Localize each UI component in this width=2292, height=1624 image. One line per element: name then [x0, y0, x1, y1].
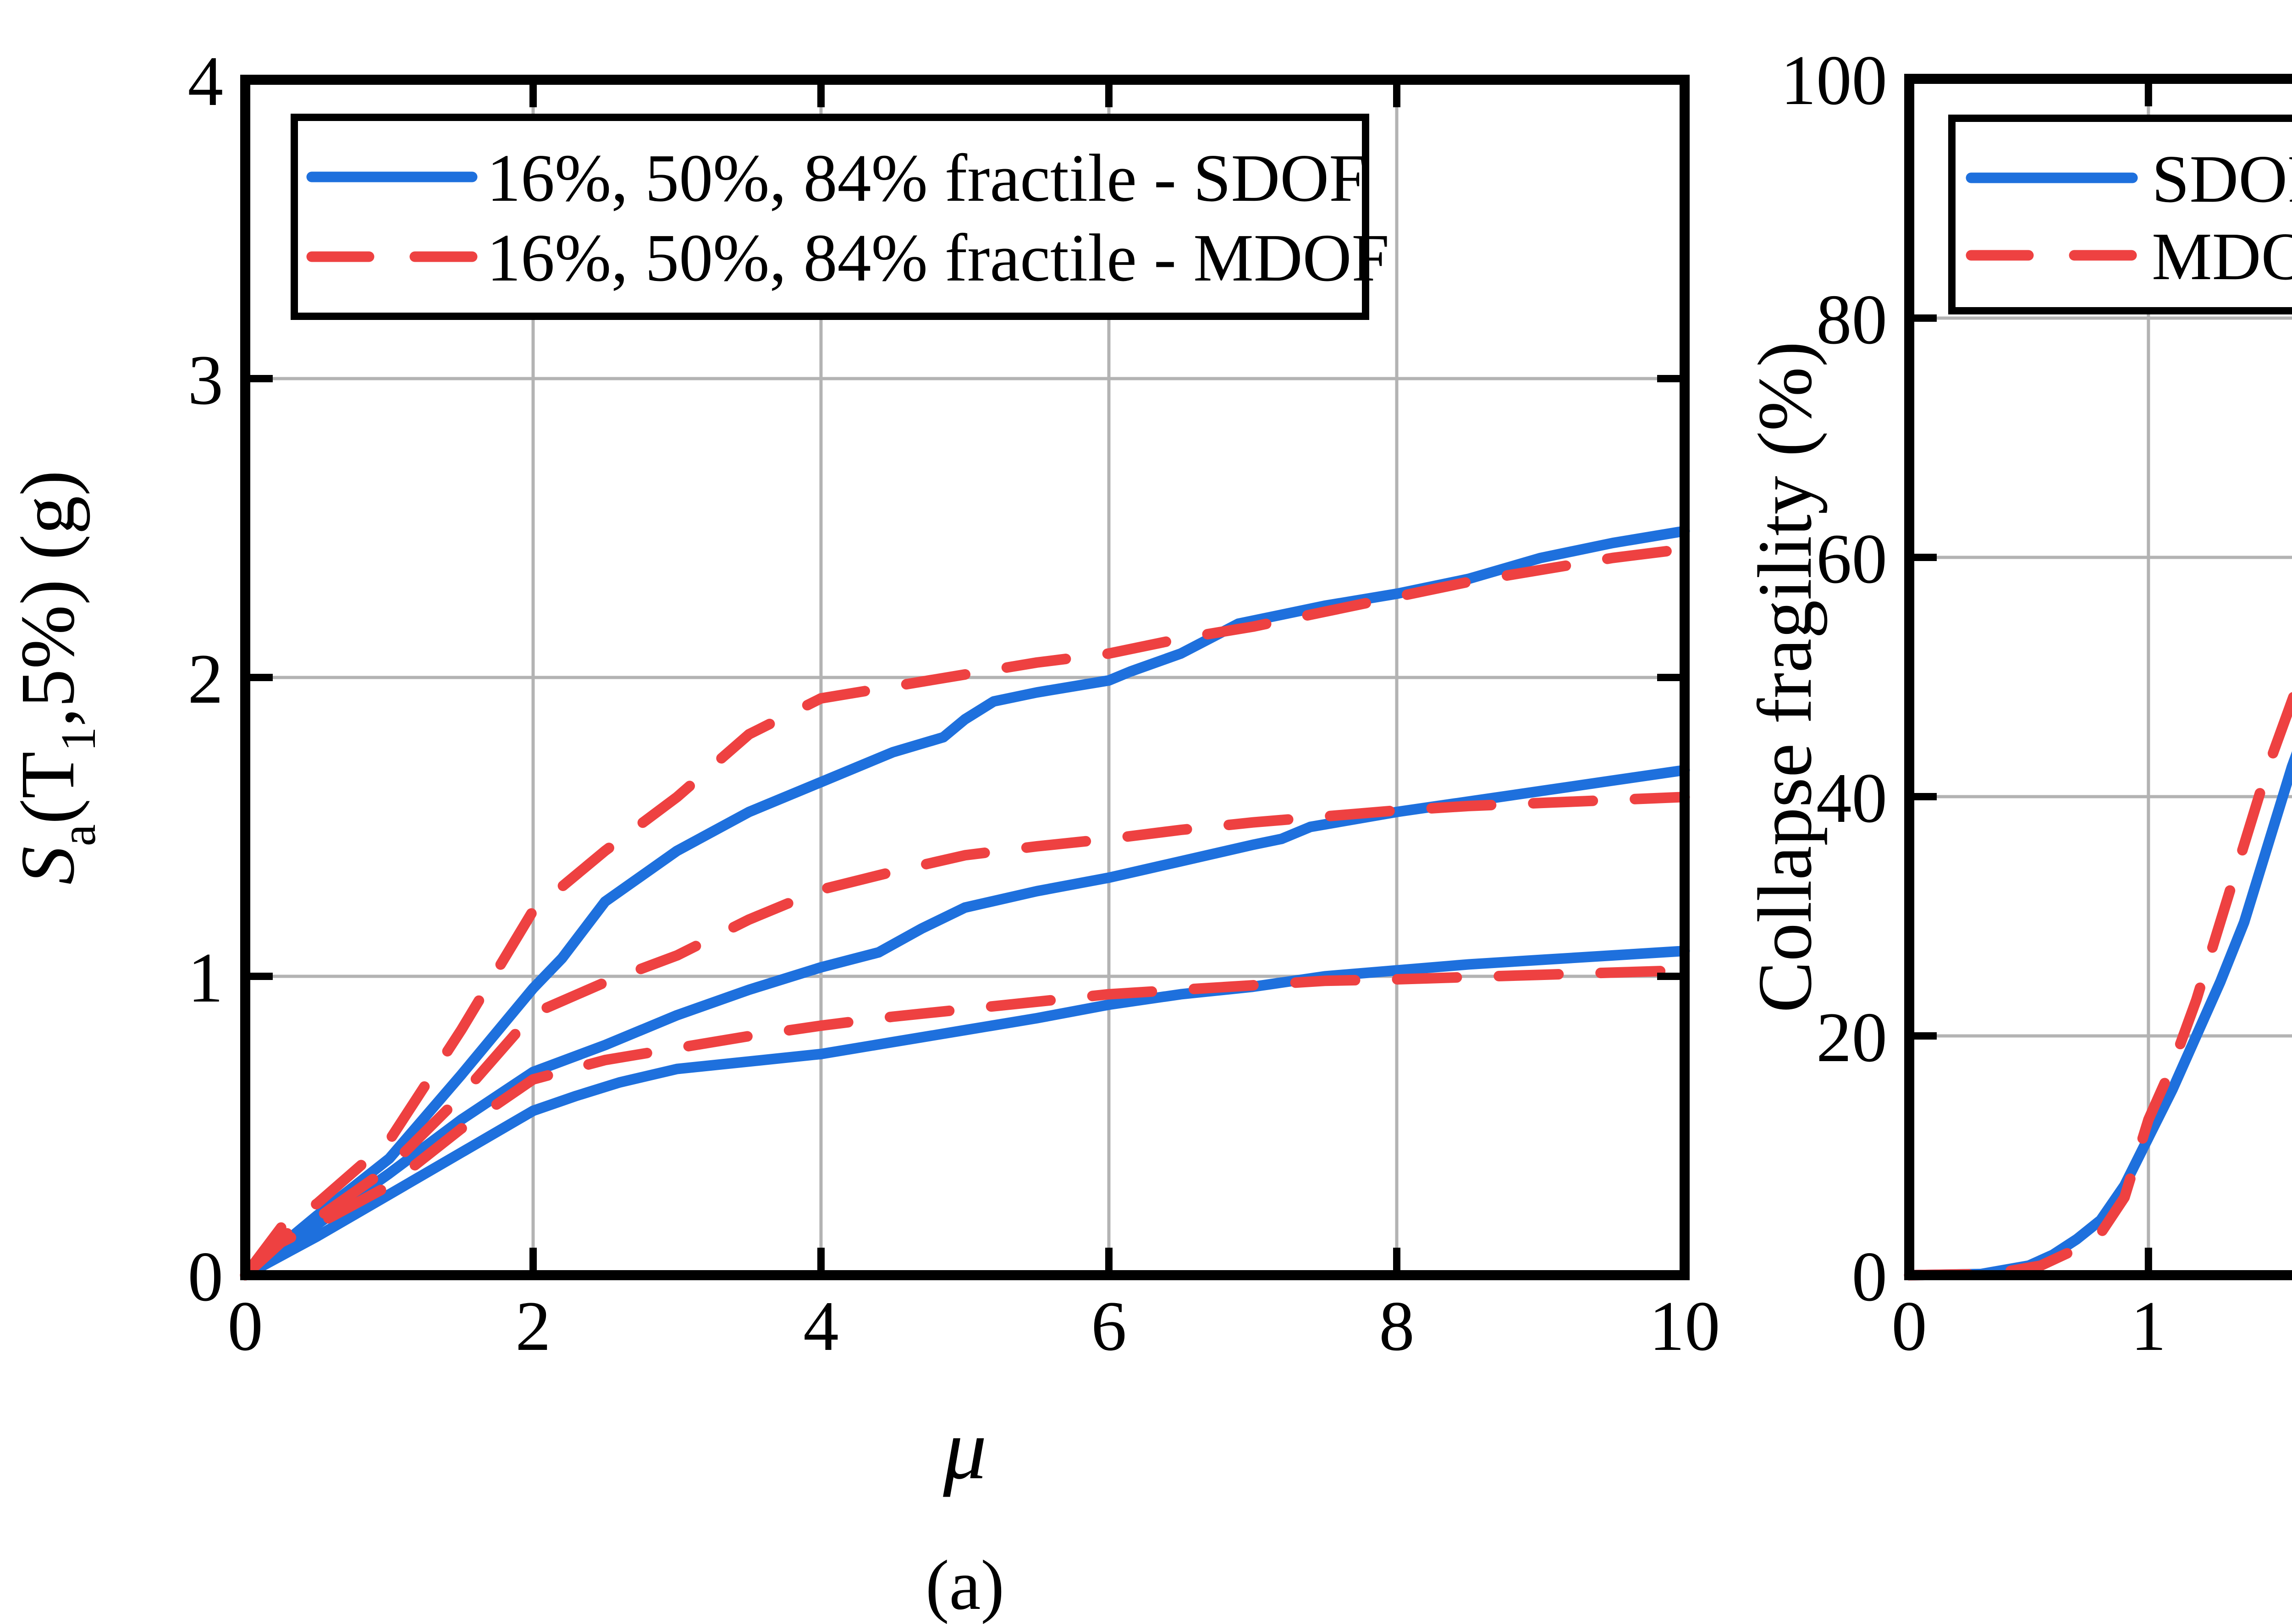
axis-ticks	[242, 76, 1688, 1279]
tick-labels: 0123456020406080100	[1781, 41, 2166, 1365]
legend-label: MDOF	[2152, 219, 2292, 294]
y-tick-label: 20	[1816, 998, 1887, 1077]
series-16-fractile-sdof	[240, 946, 1690, 1281]
series-16-fractile-mdof	[240, 965, 1690, 1281]
x-axis-label-mu: μ	[942, 1401, 986, 1497]
collapse-fragility-chart: 0123456020406080100SDOFMDOF	[1781, 41, 2292, 1365]
tick-labels: 0 2 4 6 8 10 0 1 2 3 4	[188, 42, 1720, 1365]
series-50-fractile-sdof	[240, 765, 1690, 1281]
series-mdof	[1904, 685, 2292, 1281]
y-tick-label: 0	[188, 1237, 224, 1316]
y-axis-label-fragility: Collapse fragility (%)	[1742, 341, 1828, 1013]
x-tick-label: 0	[1891, 1287, 1927, 1365]
legend: SDOFMDOF	[1948, 115, 2292, 314]
x-tick-label: 0	[227, 1287, 263, 1365]
legend-label: SDOF	[2152, 142, 2292, 217]
series-sdof	[1904, 751, 2292, 1281]
legend-box	[1948, 115, 2292, 314]
y-tick-label: 4	[188, 42, 224, 121]
x-tick-label: 4	[803, 1287, 839, 1365]
ida-fractile-chart: 0 2 4 6 8 10 0 1 2 3 4 16%, 50%, 84% fractile - SDO…	[188, 42, 1720, 1365]
legend-box	[291, 114, 1369, 320]
series-50-fractile-mdof	[240, 792, 1690, 1281]
y-tick-label: 2	[188, 639, 224, 718]
y-tick-label: 3	[188, 341, 224, 419]
axis-ticks	[1906, 75, 2152, 1279]
series-84-fractile-mdof	[240, 544, 1690, 1281]
curves	[240, 526, 1690, 1281]
y-tick-label: 0	[1852, 1237, 1888, 1316]
legend-label: 16%, 50%, 84% fractile - MDOF	[487, 220, 1389, 296]
y-tick-label: 100	[1781, 41, 1888, 120]
x-tick-label: 10	[1649, 1287, 1720, 1365]
legend-label: 16%, 50%, 84% fractile - SDOF	[487, 141, 1367, 216]
x-tick-label: 6	[1091, 1287, 1127, 1365]
axes-frame	[1904, 74, 2292, 1280]
x-tick-label: 8	[1379, 1287, 1415, 1365]
y-axis-label-sa: Sa(T1,5%) (g)	[5, 470, 106, 885]
y-tick-label: 1	[188, 938, 224, 1017]
y-tick-label: 60	[1816, 519, 1887, 598]
curves	[1904, 685, 2292, 1281]
x-tick-label: 1	[2131, 1287, 2166, 1365]
x-tick-label: 2	[515, 1287, 551, 1365]
series-84-fractile-sdof	[240, 526, 1690, 1281]
y-tick-label: 80	[1816, 280, 1887, 359]
caption-a: (a)	[926, 1546, 1004, 1624]
y-tick-label: 40	[1816, 759, 1887, 837]
